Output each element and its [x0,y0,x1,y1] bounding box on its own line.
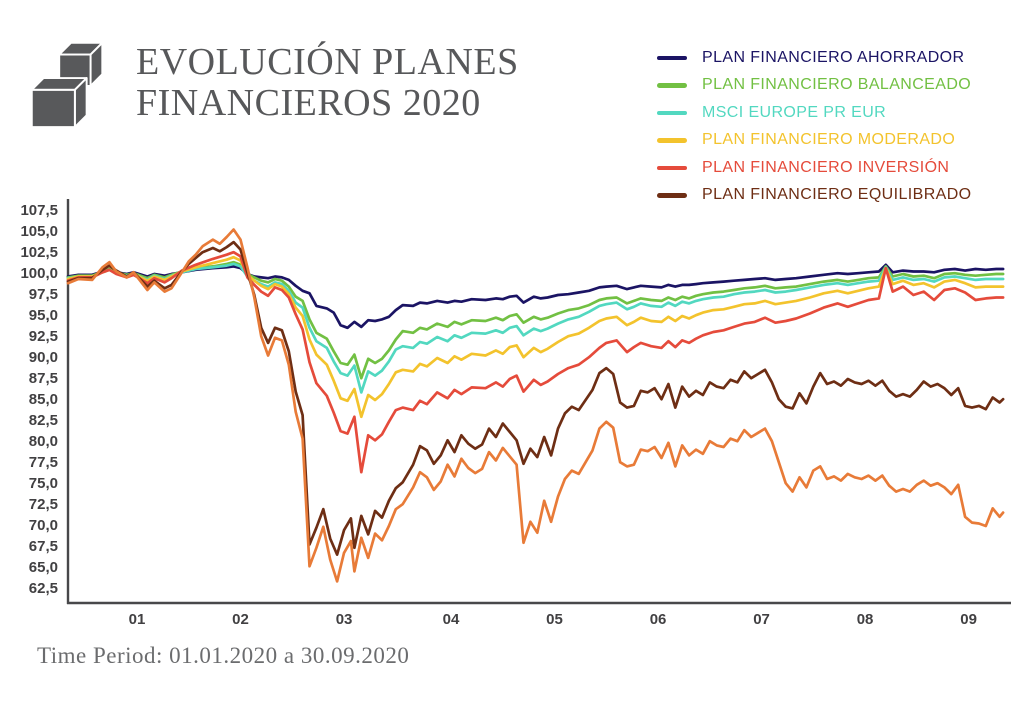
x-axis-tick-label: 03 [335,611,353,628]
series-line-plan-financiero-inversi-n [66,250,1005,474]
y-axis-tick-label: 80,0 [28,433,58,450]
y-axis-tick-label: 67,5 [28,538,58,555]
x-axis-tick-label: 01 [128,611,146,628]
y-axis-tick-label: 65,0 [28,559,58,576]
legend-swatch [657,110,687,115]
legend-swatch [657,138,687,143]
legend-item-msci-europe: MSCI EUROPE PR EUR [657,99,972,127]
legend-label: PLAN FINANCIERO BALANCEADO [702,76,972,94]
y-axis-tick-label: 75,0 [28,475,58,492]
series-line-plan-financiero-balanceado [66,260,1005,380]
legend-swatch [657,193,687,198]
legend-label: PLAN FINANCIERO MODERADO [702,131,956,149]
y-axis-tick-label: 77,5 [28,454,58,471]
legend-label: PLAN FINANCIERO INVERSIÓN [702,158,950,176]
legend-item-balanceado: PLAN FINANCIERO BALANCEADO [657,72,972,100]
x-axis-tick-label: 08 [856,611,874,628]
legend-label: PLAN FINANCIERO AHORRADOR [702,48,965,66]
y-axis-tick-label: 105,0 [20,223,58,240]
legend-item-ahorrador: PLAN FINANCIERO AHORRADOR [657,44,972,72]
x-axis-tick-label: 05 [546,611,563,628]
legend-item-inversion: PLAN FINANCIERO INVERSIÓN [657,154,972,182]
y-axis-tick-label: 72,5 [28,496,58,513]
x-axis-tick-label: 06 [649,611,667,628]
legend-item-equilibrado: PLAN FINANCIERO EQUILIBRADO [657,182,972,210]
page-title-line-1: EVOLUCIÓN PLANES [136,41,519,83]
legend-swatch [657,165,687,170]
y-axis-tick-label: 95,0 [28,307,58,324]
legend-item-moderado: PLAN FINANCIERO MODERADO [657,127,972,155]
page-title-line-2: FINANCIEROS 2020 [136,82,481,124]
company-logo-icon [30,41,104,129]
y-axis-tick-label: 87,5 [28,370,58,387]
y-axis-tick-label: 100,0 [20,265,58,282]
y-axis-tick-label: 82,5 [28,412,58,429]
legend-swatch [657,55,687,60]
legend-label: PLAN FINANCIERO EQUILIBRADO [702,186,972,204]
y-axis-tick-label: 90,0 [28,349,58,366]
series-line-unlabeled-orange [66,228,1005,583]
x-axis-tick-label: 07 [753,611,770,628]
time-period-label: Time Period: 01.01.2020 a 30.09.2020 [37,643,410,668]
y-axis-tick-label: 97,5 [28,286,58,303]
chart-legend: PLAN FINANCIERO AHORRADOR PLAN FINANCIER… [657,44,972,209]
page-title: EVOLUCIÓN PLANES FINANCIEROS 2020 [136,42,519,124]
y-axis-tick-label: 102,5 [20,244,58,261]
y-axis-tick-label: 107,5 [20,202,58,219]
x-axis-tick-label: 02 [232,611,249,628]
y-axis-tick-label: 70,0 [28,517,58,534]
legend-label: MSCI EUROPE PR EUR [702,103,887,121]
series-line-msci-europe-pr-eur [66,262,1005,394]
y-axis-tick-label: 85,0 [28,391,58,408]
y-axis-tick-label: 62,5 [28,580,58,597]
legend-swatch [657,83,687,88]
x-axis-tick-label: 04 [442,611,460,628]
y-axis-tick-label: 92,5 [28,328,58,345]
x-axis-tick-label: 09 [960,611,977,628]
